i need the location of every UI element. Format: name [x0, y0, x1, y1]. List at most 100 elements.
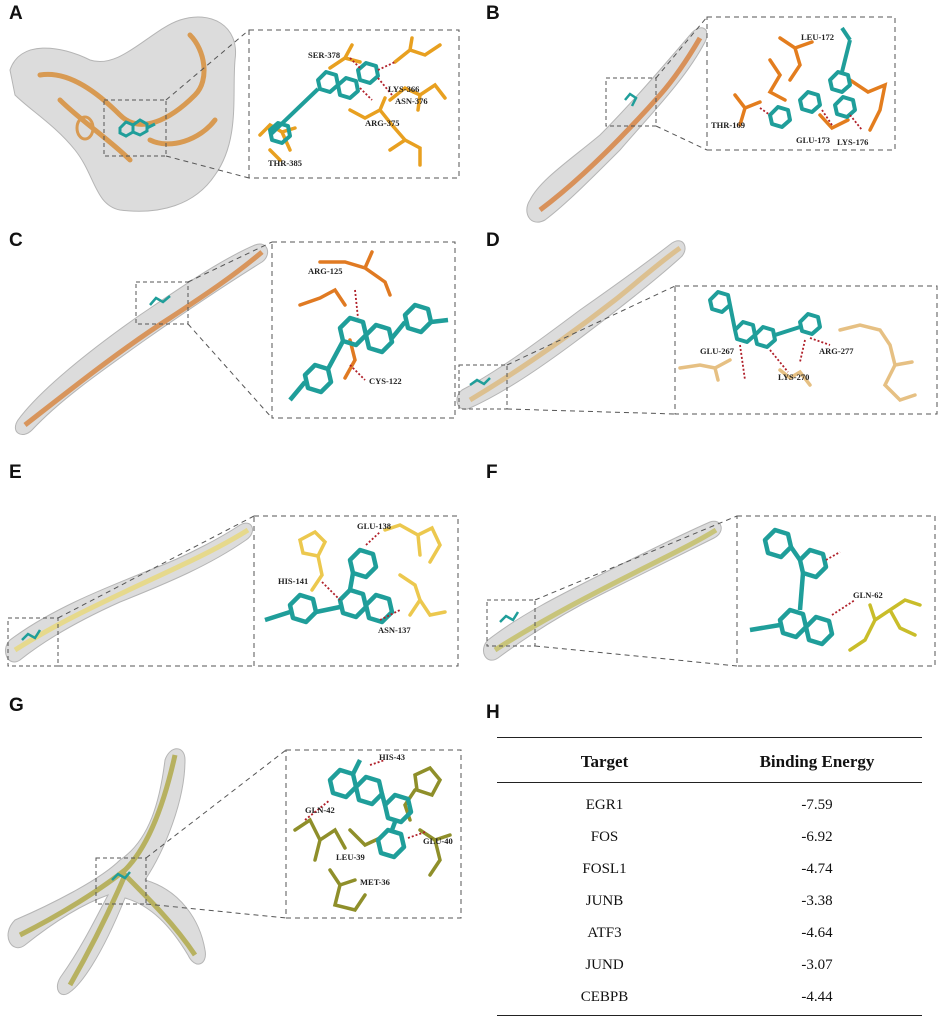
residue-label-b-2: THR-169 [711, 120, 745, 130]
table-row: CEBPB -4.44 [497, 981, 922, 1013]
residue-sticks-e [297, 523, 447, 617]
ligand-inset-g [327, 758, 414, 860]
zoom-box-g [95, 857, 147, 905]
residue-label-c-1: ARG-125 [308, 266, 342, 276]
panel-letter-c: C [9, 230, 23, 251]
target-cell: CEBPB [580, 988, 629, 1005]
residue-label-d-2: ARG-277 [819, 346, 854, 356]
header-target: Target [580, 752, 629, 771]
inset-frame-f [736, 515, 936, 667]
residue-sticks-f [848, 598, 922, 652]
energy-cell: -3.38 [801, 892, 833, 909]
ligand-inset-b [768, 26, 857, 129]
residue-label-e-2: HIS-141 [278, 576, 308, 586]
panel-c: ARG-125 CYS-122 [14, 241, 456, 435]
zoom-box-e [7, 617, 59, 667]
residue-label-c-2: CYS-122 [369, 376, 402, 386]
table-row: ATF3 -4.64 [497, 917, 922, 949]
table-row: JUNB -3.38 [497, 885, 922, 917]
table-row: FOSL1 -4.74 [497, 853, 922, 885]
protein-surface-a [9, 16, 237, 212]
inset-frame-b [706, 16, 896, 151]
panel-d: GLU-267 ARG-277 LYS-270 [456, 240, 938, 415]
residue-label-g-1: HIS-43 [379, 752, 405, 762]
panel-letter-b: B [486, 3, 500, 24]
residue-label-g-5: MET-36 [360, 877, 390, 887]
energy-cell: -4.74 [801, 860, 833, 877]
panel-letter-a: A [9, 3, 23, 24]
protein-surface-g [7, 748, 206, 996]
hbonds-c [349, 289, 366, 381]
protein-ribbon-c [23, 250, 264, 427]
target-cell: JUND [585, 956, 624, 973]
hbonds-a [349, 57, 396, 101]
protein-ribbon-g [18, 754, 198, 987]
target-cell: FOS [590, 828, 619, 845]
table-body: EGR1 -7.59 FOS -6.92 FOSL1 -4.74 JUNB -3… [497, 783, 922, 1015]
residue-label-a-2: LYS-366 [388, 84, 419, 94]
zoom-box-f [486, 599, 536, 647]
residue-label-b-4: LYS-176 [837, 137, 868, 147]
residue-label-b-1: LEU-172 [801, 32, 834, 42]
zoom-box-b [605, 77, 657, 127]
ligand-inset-d [708, 290, 822, 349]
panel-e: GLU-138 HIS-141 ASN-137 [5, 515, 459, 667]
residue-sticks-b [733, 36, 888, 132]
hbonds-d [739, 337, 831, 381]
residue-label-d-3: LYS-270 [778, 372, 809, 382]
protein-surface-b [526, 27, 708, 223]
table-top-rule [497, 737, 922, 738]
residue-label-a-4: ARG-375 [365, 118, 399, 128]
protein-surface-d [456, 240, 686, 410]
energy-cell: -6.92 [801, 828, 833, 845]
residue-label-b-3: GLU-173 [796, 135, 830, 145]
hbonds-e [321, 531, 401, 621]
table-header-rule [497, 782, 922, 783]
zoom-box-d [458, 364, 508, 410]
table-header: Target Binding Energy [497, 738, 922, 772]
energy-cell: -4.64 [801, 924, 833, 941]
residue-label-a-1: SER-378 [308, 50, 340, 60]
table-row: JUND -3.07 [497, 949, 922, 981]
panel-letter-h: H [486, 702, 500, 723]
zoom-box-a [103, 99, 167, 157]
protein-ribbon-b [538, 36, 703, 212]
target-cell: FOSL1 [582, 860, 627, 877]
residue-sticks-a [258, 36, 447, 167]
residue-label-g-4: LEU-39 [336, 852, 365, 862]
ligand-inset-f [749, 527, 835, 647]
binding-energy-table: Target Binding Energy EGR1 -7.59 FOS -6.… [497, 737, 922, 1016]
residue-label-e-1: GLU-138 [357, 521, 391, 531]
panel-f: GLN-62 [483, 515, 936, 667]
hbonds-g [304, 759, 426, 839]
residue-label-g-2: GLN-42 [305, 805, 335, 815]
ligand-inset-c [288, 302, 449, 402]
energy-cell: -7.59 [801, 796, 833, 813]
ligand-inset-e [264, 547, 395, 625]
hbonds-f [825, 551, 856, 616]
energy-cell: -3.07 [801, 956, 833, 973]
table-row: FOS -6.92 [497, 821, 922, 853]
residue-label-d-1: GLU-267 [700, 346, 735, 356]
protein-ribbon-f [493, 527, 718, 653]
panel-letter-f: F [486, 462, 498, 483]
protein-ribbon-d [468, 245, 682, 403]
table-row: EGR1 -7.59 [497, 789, 922, 821]
ligand-inset-a [268, 61, 380, 145]
residue-sticks-d [678, 323, 917, 403]
panel-letter-e: E [9, 462, 22, 483]
protein-helix-loop-a [75, 115, 95, 141]
residue-label-e-3: ASN-137 [378, 625, 411, 635]
hbonds-b [759, 107, 863, 131]
panel-b: LEU-172 THR-169 GLU-173 LYS-176 [526, 16, 896, 223]
residue-sticks-c [298, 250, 392, 380]
panel-letter-g: G [9, 695, 24, 716]
ligand-a [118, 118, 156, 138]
panel-g: HIS-43 GLN-42 GLU-40 LEU-39 MET-36 [7, 748, 462, 996]
header-binding-energy: Binding Energy [759, 752, 875, 771]
residue-label-a-5: THR-385 [268, 158, 302, 168]
residue-label-f-1: GLN-62 [853, 590, 883, 600]
protein-ribbon-e [13, 527, 250, 653]
zoom-box-c [135, 281, 189, 325]
